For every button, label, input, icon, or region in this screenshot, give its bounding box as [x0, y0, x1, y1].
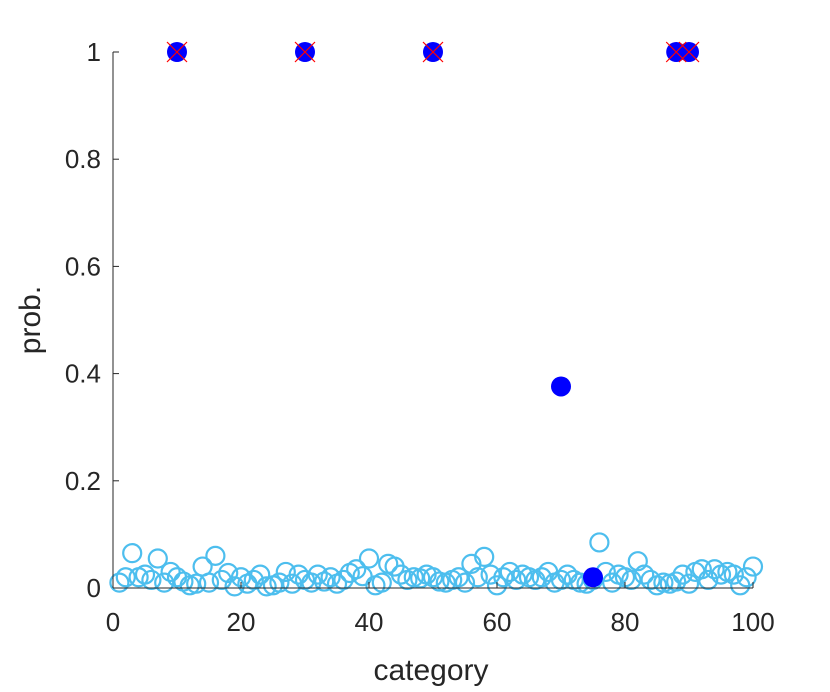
open-circle-point: [666, 571, 687, 592]
open-circle-point: [243, 569, 264, 591]
y-tick-label: 0.2: [65, 466, 101, 496]
open-circle-point: [390, 564, 412, 585]
open-circle-point: [218, 562, 239, 584]
open-circle-point: [454, 572, 476, 593]
open-circle-point: [640, 569, 661, 591]
x-tick-label: 40: [355, 607, 384, 637]
open-circle-point: [134, 564, 156, 585]
y-tick-label: 0: [87, 573, 101, 603]
open-circle-point: [467, 567, 488, 588]
open-circle-point: [320, 567, 341, 588]
open-circle-point: [723, 564, 744, 585]
open-circle-point: [198, 572, 220, 593]
open-circle-point: [109, 572, 130, 593]
open-circle-point: [742, 556, 764, 577]
y-tick-label: 1: [87, 37, 101, 67]
y-axis-title: prob.: [14, 286, 47, 354]
open-circle-point: [474, 546, 495, 568]
axis-ticks: 0 20 40 60 80 100 0 0.2 0.4 0.6 0.8 1: [65, 37, 775, 637]
filled-circle-point: [551, 376, 571, 397]
open-circle-point: [333, 569, 354, 591]
open-circle-point: [627, 551, 648, 572]
y-tick-label: 0.8: [65, 144, 101, 174]
open-circle-point: [371, 572, 392, 593]
open-circle-point: [250, 564, 271, 585]
x-tick-label: 60: [483, 607, 512, 637]
open-circle-point: [122, 543, 143, 564]
open-circle-point: [269, 572, 290, 593]
plot-markers: [109, 41, 764, 597]
y-tick-label: 0.4: [65, 359, 101, 389]
open-circle-point: [307, 564, 328, 585]
open-circle-point: [621, 569, 642, 591]
cross-point: [294, 41, 316, 63]
open-circle-point: [141, 569, 162, 591]
open-circle-point: [506, 569, 527, 591]
x-tick-label: 80: [611, 607, 640, 637]
cross-point: [678, 41, 700, 63]
filled-circle-point: [583, 567, 603, 588]
open-circle-point: [698, 569, 719, 591]
open-circle-point: [634, 564, 655, 585]
open-circle-point: [358, 548, 380, 569]
open-circle-point: [256, 576, 277, 597]
open-circle-point: [275, 561, 296, 583]
open-circle-point: [653, 572, 674, 593]
open-circle-point: [154, 572, 175, 593]
open-circle-point: [147, 548, 168, 569]
open-circle-point: [346, 559, 367, 580]
open-circle-point: [211, 569, 232, 591]
open-circle-point: [403, 567, 424, 588]
open-circle-point: [160, 561, 181, 583]
x-tick-label: 20: [227, 607, 256, 637]
cross-point: [422, 41, 444, 63]
x-tick-label: 100: [731, 607, 774, 637]
y-tick-label: 0.6: [65, 251, 101, 281]
open-circle-point: [704, 559, 725, 580]
x-axis-title: category: [373, 654, 488, 687]
open-circle-point: [691, 559, 712, 580]
open-circle-point: [480, 564, 501, 585]
cross-point: [166, 41, 188, 63]
x-tick-label: 0: [106, 607, 120, 637]
open-circle-point: [678, 573, 700, 594]
open-circle-point: [186, 573, 207, 594]
open-circle-point: [429, 571, 450, 592]
open-circle-point: [531, 567, 552, 588]
open-circle-point: [448, 567, 469, 588]
open-circle-point: [736, 567, 757, 588]
open-circle-point: [493, 567, 514, 588]
open-circle-point: [589, 532, 610, 553]
open-circle-point: [205, 545, 226, 566]
open-circle-point: [115, 567, 136, 588]
open-circle-point: [550, 569, 572, 591]
